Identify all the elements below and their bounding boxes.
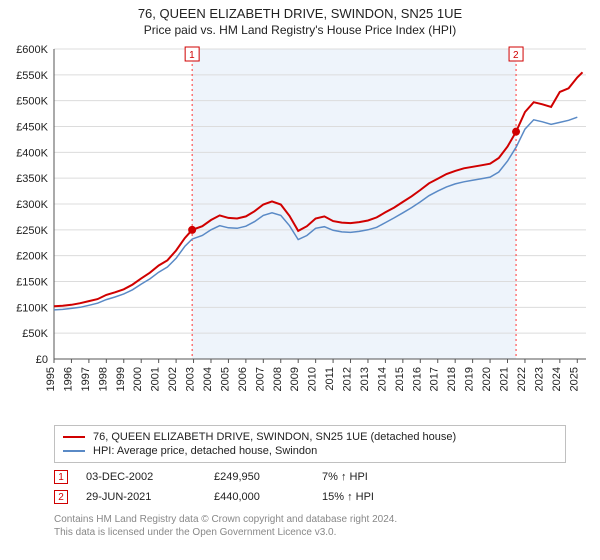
svg-text:£400K: £400K (16, 147, 48, 159)
svg-text:£450K: £450K (16, 122, 48, 134)
svg-text:2023: 2023 (533, 367, 545, 391)
svg-text:2004: 2004 (202, 367, 214, 391)
svg-text:1995: 1995 (45, 367, 57, 391)
svg-text:2013: 2013 (359, 367, 371, 391)
svg-text:£0: £0 (36, 354, 48, 366)
svg-text:£350K: £350K (16, 173, 48, 185)
svg-text:1998: 1998 (97, 367, 109, 391)
svg-text:£50K: £50K (22, 328, 48, 340)
legend-row: HPI: Average price, detached house, Swin… (63, 444, 557, 458)
legend-label: HPI: Average price, detached house, Swin… (93, 445, 317, 457)
chart-area: £0 £50K £100K £150K £200K £250K £300K £350K £400… (0, 39, 600, 419)
svg-text:2020: 2020 (481, 367, 493, 391)
svg-text:£600K: £600K (16, 44, 48, 56)
svg-text:2008: 2008 (272, 367, 284, 391)
svg-text:£250K: £250K (16, 225, 48, 237)
svg-text:2000: 2000 (132, 367, 144, 391)
svg-text:1: 1 (189, 50, 195, 61)
svg-text:2011: 2011 (324, 367, 336, 391)
svg-text:£500K: £500K (16, 96, 48, 108)
sale-price: £249,950 (214, 471, 304, 483)
legend-label: 76, QUEEN ELIZABETH DRIVE, SWINDON, SN25… (93, 431, 456, 443)
svg-text:2015: 2015 (394, 367, 406, 391)
svg-text:2019: 2019 (464, 367, 476, 391)
svg-text:£150K: £150K (16, 277, 48, 289)
svg-text:£300K: £300K (16, 199, 48, 211)
footnote: Contains HM Land Registry data © Crown c… (54, 513, 566, 539)
sale-marker: 1 (54, 470, 68, 484)
svg-text:2006: 2006 (237, 367, 249, 391)
sale-marker: 2 (54, 490, 68, 504)
svg-text:2005: 2005 (219, 367, 231, 391)
sale-row: 1 03-DEC-2002 £249,950 7% ↑ HPI (54, 467, 566, 487)
footnote-line: Contains HM Land Registry data © Crown c… (54, 513, 566, 526)
svg-text:2024: 2024 (551, 367, 563, 391)
sale-pct: 15% ↑ HPI (322, 491, 412, 503)
svg-text:2003: 2003 (185, 367, 197, 391)
sale-date: 03-DEC-2002 (86, 471, 196, 483)
svg-text:2022: 2022 (516, 367, 528, 391)
legend-swatch (63, 450, 85, 452)
svg-text:2009: 2009 (289, 367, 301, 391)
footnote-line: This data is licensed under the Open Gov… (54, 526, 566, 539)
sale-price: £440,000 (214, 491, 304, 503)
svg-text:2021: 2021 (499, 367, 511, 391)
sale-row: 2 29-JUN-2021 £440,000 15% ↑ HPI (54, 487, 566, 507)
svg-text:2014: 2014 (376, 367, 388, 391)
svg-text:2012: 2012 (342, 367, 354, 391)
legend-row: 76, QUEEN ELIZABETH DRIVE, SWINDON, SN25… (63, 430, 557, 444)
svg-text:£100K: £100K (16, 302, 48, 314)
svg-text:1996: 1996 (62, 367, 74, 391)
svg-text:£550K: £550K (16, 70, 48, 82)
svg-text:1999: 1999 (115, 367, 127, 391)
chart-title: 76, QUEEN ELIZABETH DRIVE, SWINDON, SN25… (0, 6, 600, 21)
price-chart: £0 £50K £100K £150K £200K £250K £300K £350K £400… (0, 39, 600, 419)
svg-text:2016: 2016 (411, 367, 423, 391)
sale-date: 29-JUN-2021 (86, 491, 196, 503)
sale-pct: 7% ↑ HPI (322, 471, 412, 483)
svg-text:2002: 2002 (167, 367, 179, 391)
svg-text:2010: 2010 (307, 367, 319, 391)
chart-titles: 76, QUEEN ELIZABETH DRIVE, SWINDON, SN25… (0, 0, 600, 39)
legend-swatch (63, 436, 85, 438)
svg-text:2: 2 (513, 50, 519, 61)
svg-text:£200K: £200K (16, 251, 48, 263)
chart-subtitle: Price paid vs. HM Land Registry's House … (0, 23, 600, 37)
legend: 76, QUEEN ELIZABETH DRIVE, SWINDON, SN25… (54, 425, 566, 463)
svg-text:2017: 2017 (429, 367, 441, 391)
svg-text:2025: 2025 (568, 367, 580, 391)
svg-text:1997: 1997 (80, 367, 92, 391)
sale-events: 1 03-DEC-2002 £249,950 7% ↑ HPI 2 29-JUN… (54, 467, 566, 507)
svg-text:2007: 2007 (254, 367, 266, 391)
svg-text:2018: 2018 (446, 367, 458, 391)
svg-text:2001: 2001 (150, 367, 162, 391)
